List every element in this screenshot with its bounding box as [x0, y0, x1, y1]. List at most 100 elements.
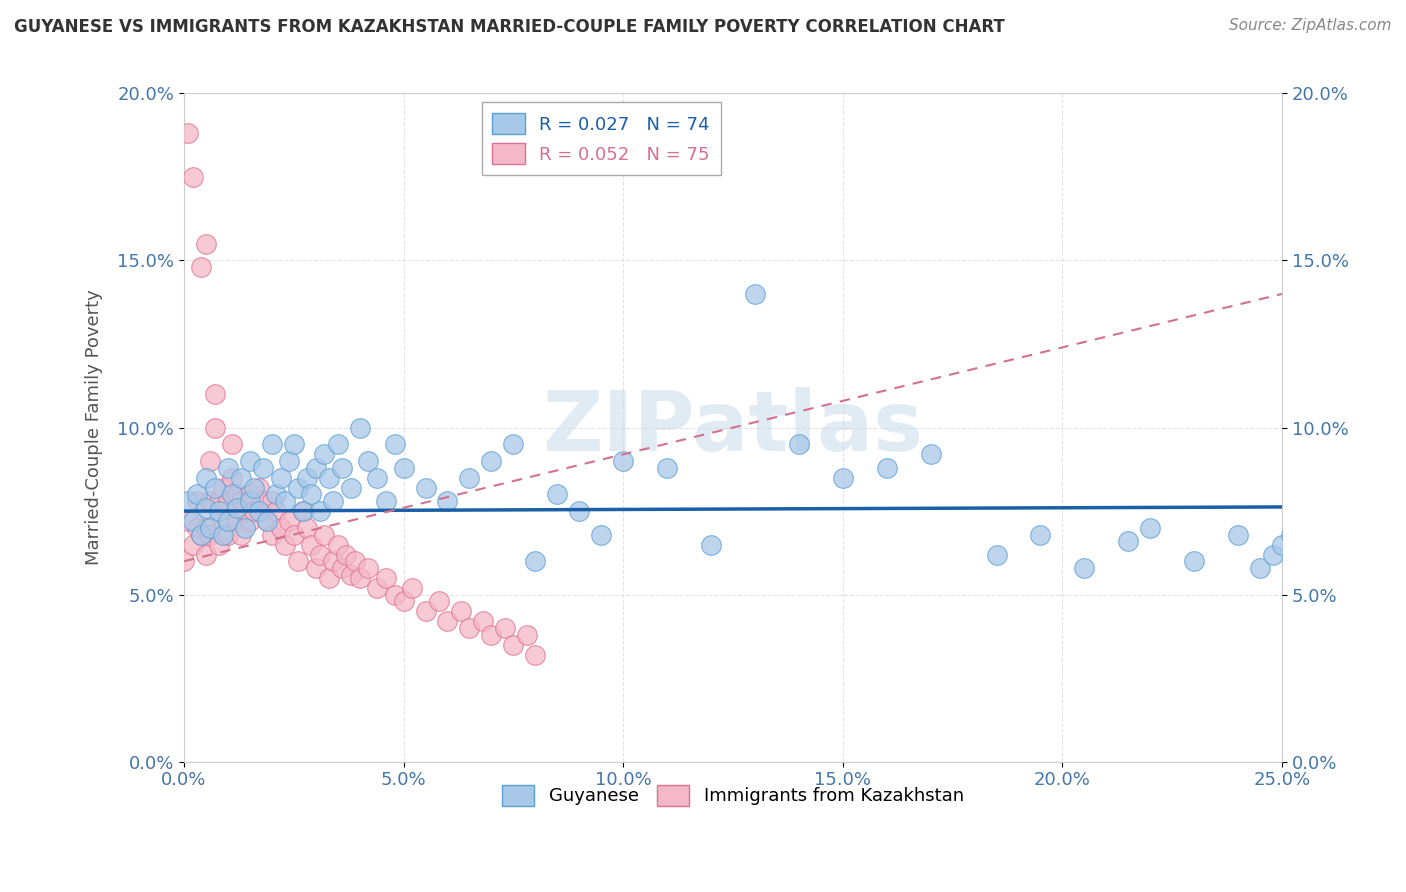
Point	[427, 594, 450, 608]
Point	[481, 628, 503, 642]
Point	[200, 454, 222, 468]
Point	[655, 460, 678, 475]
Point	[208, 494, 231, 508]
Y-axis label: Married-Couple Family Poverty: Married-Couple Family Poverty	[86, 290, 103, 566]
Point	[208, 537, 231, 551]
Point	[243, 481, 266, 495]
Point	[1227, 527, 1250, 541]
Point	[1263, 548, 1285, 562]
Point	[212, 514, 235, 528]
Point	[1139, 521, 1161, 535]
Point	[415, 604, 437, 618]
Point	[274, 494, 297, 508]
Point	[295, 521, 318, 535]
Point	[194, 236, 217, 251]
Point	[314, 527, 336, 541]
Point	[204, 387, 226, 401]
Point	[177, 127, 200, 141]
Point	[502, 437, 524, 451]
Point	[221, 471, 243, 485]
Point	[436, 615, 458, 629]
Point	[200, 527, 222, 541]
Point	[283, 527, 305, 541]
Point	[247, 481, 270, 495]
Point	[299, 487, 322, 501]
Point	[1249, 561, 1271, 575]
Point	[287, 554, 309, 568]
Text: ZIPatlas: ZIPatlas	[543, 387, 924, 468]
Point	[291, 504, 314, 518]
Legend: Guyanese, Immigrants from Kazakhstan: Guyanese, Immigrants from Kazakhstan	[495, 778, 972, 813]
Point	[481, 454, 503, 468]
Point	[524, 554, 547, 568]
Point	[436, 494, 458, 508]
Point	[326, 537, 349, 551]
Point	[256, 514, 278, 528]
Point	[471, 615, 494, 629]
Point	[225, 514, 247, 528]
Point	[270, 471, 292, 485]
Point	[344, 554, 367, 568]
Point	[318, 571, 340, 585]
Point	[415, 481, 437, 495]
Point	[270, 521, 292, 535]
Point	[274, 537, 297, 551]
Point	[357, 561, 380, 575]
Point	[515, 628, 537, 642]
Point	[384, 588, 406, 602]
Point	[309, 504, 332, 518]
Point	[349, 420, 371, 434]
Point	[239, 514, 262, 528]
Point	[392, 594, 415, 608]
Point	[986, 548, 1008, 562]
Point	[235, 521, 257, 535]
Point	[217, 514, 239, 528]
Point	[330, 460, 353, 475]
Point	[326, 437, 349, 451]
Point	[305, 460, 328, 475]
Point	[458, 621, 481, 635]
Point	[256, 514, 278, 528]
Point	[181, 514, 204, 528]
Point	[229, 471, 252, 485]
Point	[366, 471, 388, 485]
Point	[299, 537, 322, 551]
Point	[295, 471, 318, 485]
Point	[243, 504, 266, 518]
Point	[229, 527, 252, 541]
Point	[194, 548, 217, 562]
Point	[217, 460, 239, 475]
Point	[177, 494, 200, 508]
Point	[186, 494, 208, 508]
Point	[357, 454, 380, 468]
Point	[524, 648, 547, 662]
Point	[204, 481, 226, 495]
Point	[239, 454, 262, 468]
Point	[384, 437, 406, 451]
Point	[278, 514, 301, 528]
Point	[225, 487, 247, 501]
Point	[208, 504, 231, 518]
Point	[260, 437, 283, 451]
Point	[283, 437, 305, 451]
Point	[190, 527, 212, 541]
Point	[212, 481, 235, 495]
Point	[787, 437, 810, 451]
Point	[291, 504, 314, 518]
Point	[264, 504, 287, 518]
Point	[340, 481, 363, 495]
Point	[375, 494, 398, 508]
Point	[458, 471, 481, 485]
Point	[190, 260, 212, 274]
Point	[200, 521, 222, 535]
Point	[247, 504, 270, 518]
Point	[318, 471, 340, 485]
Point	[612, 454, 634, 468]
Point	[309, 548, 332, 562]
Point	[330, 561, 353, 575]
Point	[1182, 554, 1205, 568]
Point	[314, 447, 336, 461]
Point	[190, 527, 212, 541]
Point	[392, 460, 415, 475]
Point	[340, 567, 363, 582]
